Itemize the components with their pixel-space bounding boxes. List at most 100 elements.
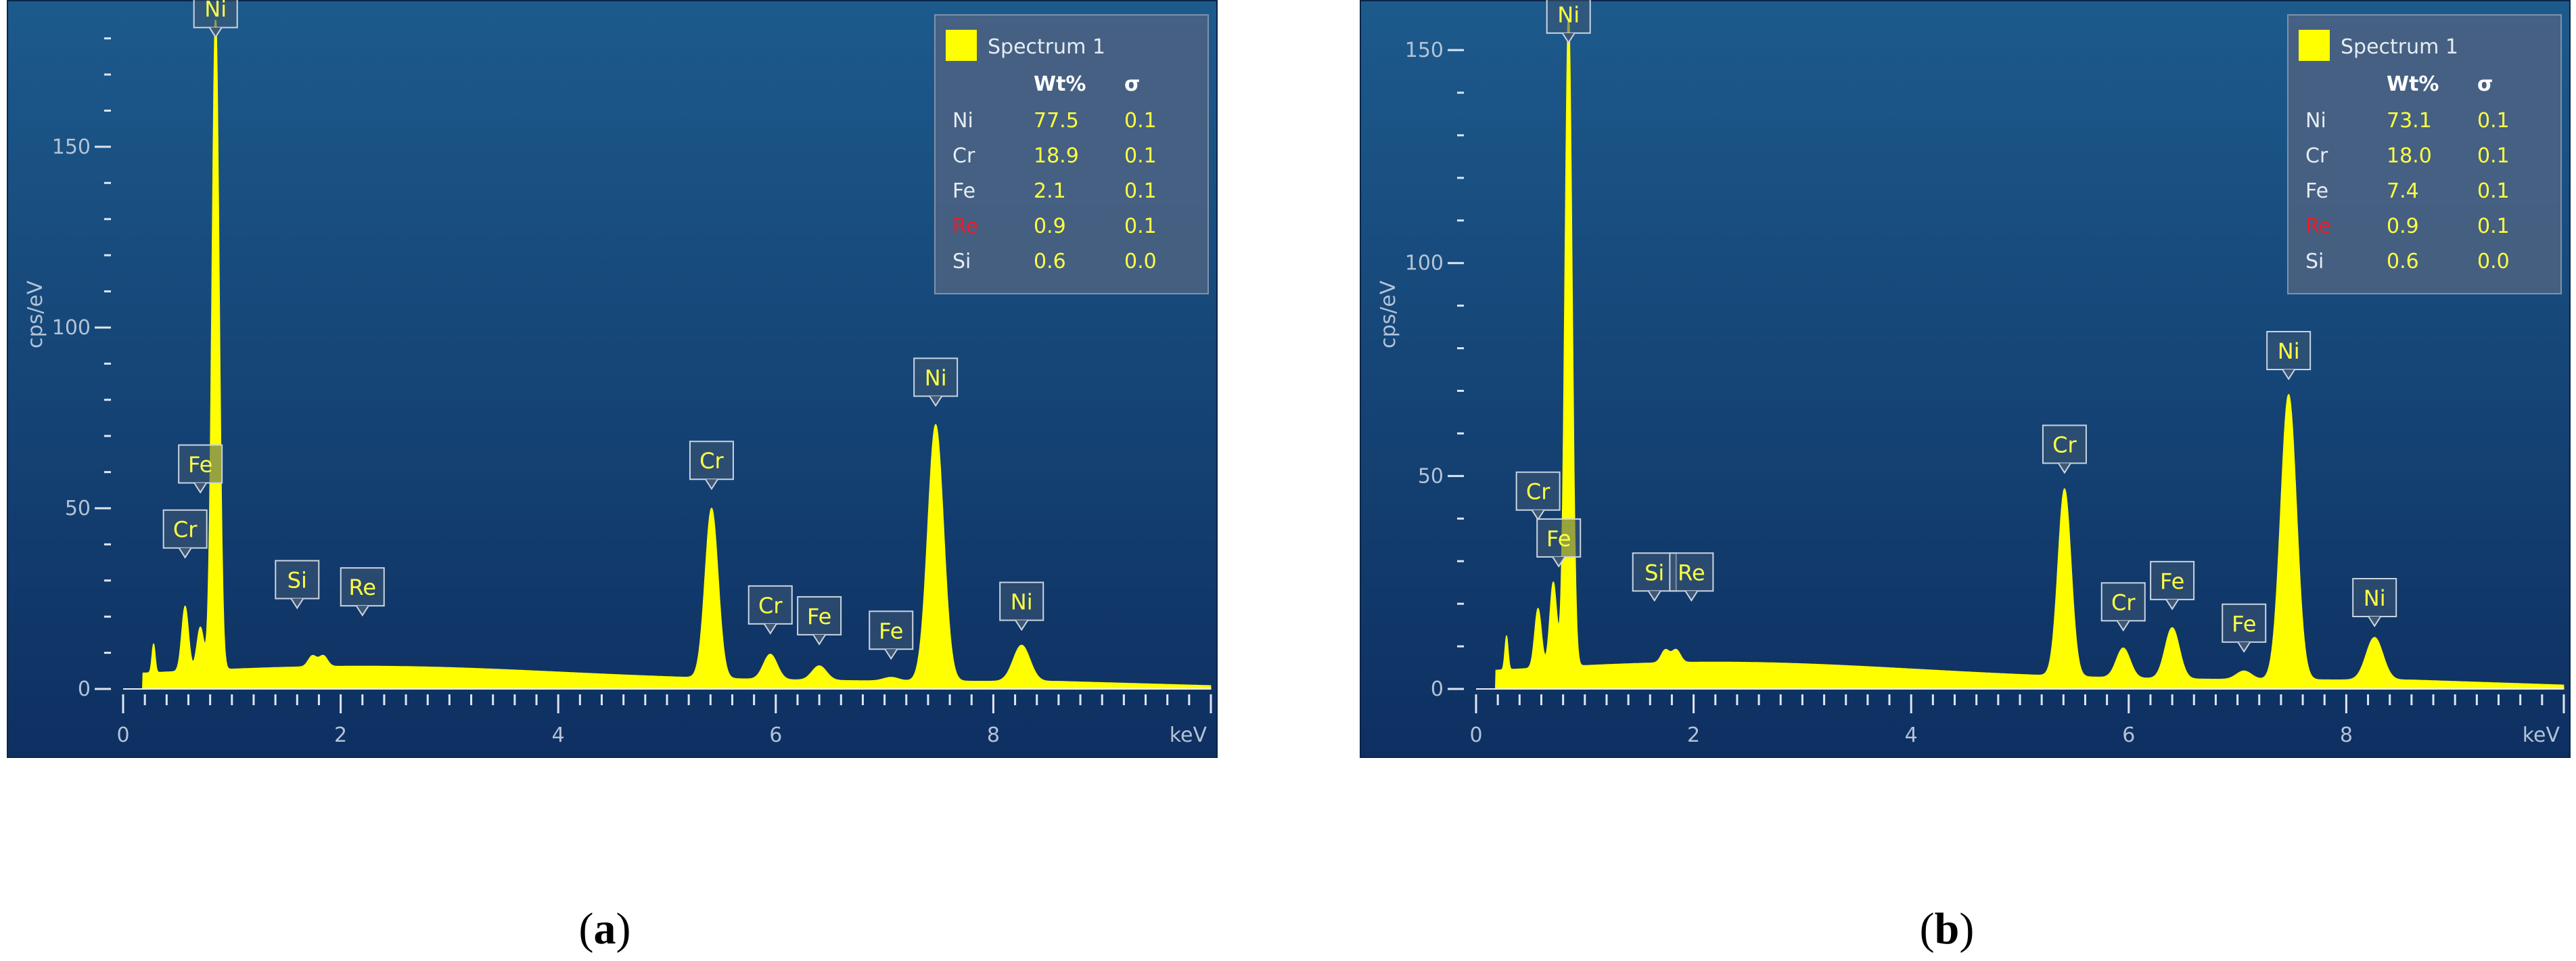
caption-b-letter: b [1934,904,1960,954]
peak-label-pointer [884,648,898,661]
x-tick-label: 4 [1905,723,1918,747]
peak-label-text: Fe [879,618,903,644]
peak-label-text: Fe [807,604,831,629]
legend: Spectrum 1 Wt% σ Ni 73.1 0.1 Cr 18.0 0.1 Fe 7.4 0.1… [2287,14,2562,294]
peak-label-pointer [1015,619,1029,631]
legend-row-wt: 0.6 [2387,250,2419,273]
peak-label: Fe [869,610,914,661]
spectrum-area [139,20,1212,690]
peak-label-text: Cr [173,517,198,543]
peak-label-pointer [705,478,718,491]
legend-row-sigma: 0.0 [2477,250,2510,273]
peak-label-pointer [763,623,777,635]
legend-row-element: Cr [2305,144,2328,168]
peak-label-box [2150,560,2195,600]
legend-row-wt: 0.6 [1034,250,1066,273]
peak-label: Fe [2222,603,2267,653]
peak-label: Fe [1536,518,1582,568]
y-tick-label: 50 [65,497,91,520]
peak-label-box [748,585,793,625]
legend-row-wt: 77.5 [1034,109,1079,133]
peak-label-pointer [1647,590,1661,602]
legend-row-element: Cr [952,144,975,168]
peak-label-box [1536,518,1582,558]
peak-label-text: Ni [925,365,947,390]
y-tick-label: 100 [52,316,91,340]
legend-row-sigma: 0.1 [2477,109,2510,133]
legend-header-wt: Wt% [1034,72,1086,96]
spectrum-area [1492,20,2564,690]
peak-label-text: Cr [699,448,724,474]
peak-label-box [1515,471,1561,511]
x-tick-label: 0 [1469,723,1482,747]
peak-label-pointer [2165,599,2179,610]
peak-label-box [1546,0,1591,34]
peak-label-text: Si [1644,560,1664,585]
y-tick-label: 100 [1405,252,1444,275]
legend-row-sigma: 0.1 [1124,109,1157,133]
peak-label-box [869,610,914,650]
legend-title: Spectrum 1 [988,35,1105,59]
peak-label: Cr [162,509,208,559]
legend-row-sigma: 0.1 [2477,215,2510,238]
x-tick-label: 6 [769,723,782,747]
y-tick-label: 50 [1418,464,1444,488]
peak-label-text: Fe [2160,568,2184,594]
peak-label: Cr [748,585,793,635]
legend-row-element: Si [952,250,971,273]
y-tick-label: 0 [78,677,91,701]
legend-row-element: Si [2305,250,2324,273]
x-tick-label: 6 [2122,723,2135,747]
peak-label: Ni [1546,0,1591,44]
peak-label: Fe [2150,560,2195,610]
legend-swatch [946,30,977,61]
peak-label: Ni [999,581,1044,631]
legend-row-wt: 0.9 [2387,215,2419,238]
peak-label-box [340,567,385,607]
y-tick-label: 0 [1431,677,1444,701]
peak-label-text: Re [349,575,376,600]
legend-header-wt: Wt% [2387,72,2439,96]
peak-label-pointer [290,598,304,610]
peak-label: Fe [797,596,842,646]
caption-a: (a) [537,903,672,955]
peak-label-text: Cr [2052,432,2077,457]
peak-label-pointer [208,27,223,39]
peak-label: Ni [2352,578,2397,627]
legend-row-sigma: 0.1 [1124,179,1157,203]
peak-label-box [689,441,734,480]
peak-label-text: Fe [2232,611,2256,637]
legend-row-wt: 18.9 [1034,144,1079,168]
peak-label-box [178,444,223,484]
peak-label-pointer [2058,462,2071,474]
peak-label-text: Cr [1526,479,1550,505]
x-tick-label: 8 [2340,723,2353,747]
peak-label: Cr [689,441,734,491]
peak-label-pointer [2282,369,2296,380]
legend-row-sigma: 0.1 [2477,179,2510,203]
peak-label-pointer [1684,590,1699,602]
peak-label: Si [1632,552,1677,602]
peak-label: Cr [2100,582,2146,632]
x-tick-label: 2 [334,723,347,747]
y-axis-label: cps/eV [1377,280,1400,349]
caption-b-open: ( [1919,904,1935,954]
peak-label-text: Ni [2278,338,2300,364]
spectrum-chart-b: 0 2 4 6 8 keV 0 50 100 150 cps/eV Cr Fe Ni Si Re Cr Cr Fe F… [1360,0,2571,761]
peak-label: Si [275,560,320,610]
y-axis-label: cps/eV [24,280,47,349]
legend-row-element: Re [2305,215,2331,238]
peak-label-pointer [929,395,943,407]
x-axis-label: keV [2523,723,2560,747]
legend-title: Spectrum 1 [2341,35,2458,59]
peak-label-pointer [2368,616,2382,627]
legend-row-element: Ni [952,109,973,133]
peak-label: Ni [2266,331,2312,380]
peak-label-text: Fe [188,452,212,478]
legend-row-wt: 7.4 [2387,179,2419,203]
peak-label-text: Re [1678,560,1705,585]
x-tick-label: 0 [116,723,129,747]
y-tick-label: 150 [1405,39,1444,62]
caption-a-open: ( [578,904,594,954]
legend-row-sigma: 0.1 [1124,215,1157,238]
